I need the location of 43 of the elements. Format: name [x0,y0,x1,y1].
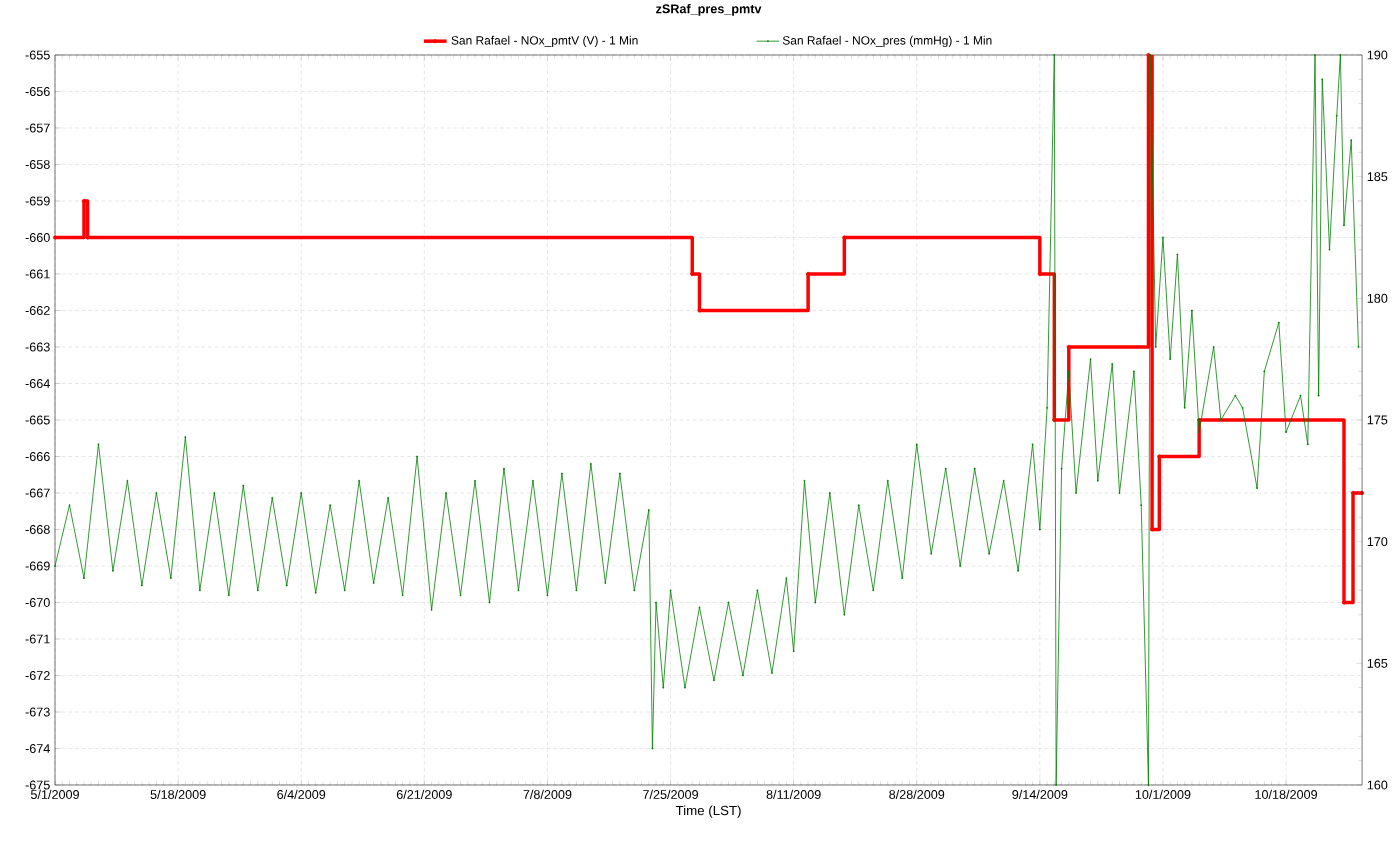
x-tick-label: 10/18/2009 [1255,789,1318,799]
y2-tick-label: 170 [1367,537,1388,547]
y-tick-label: -668 [25,525,50,534]
y-tick-label: -661 [25,269,50,279]
legend-label: San Rafael - NOx_pres (mmHg) - 1 Min [782,35,992,47]
y2-tick-label: 185 [1367,172,1388,182]
y-tick-label: -655 [25,50,50,60]
x-tick-label: 10/1/2009 [1135,789,1191,799]
y-tick-label: -660 [25,233,50,242]
y2-tick-label: 180 [1367,293,1388,303]
y-tick-label: -673 [25,707,50,717]
y-tick-label: -674 [25,744,50,753]
legend-label: San Rafael - NOx_pmtV (V) - 1 Min [451,35,638,47]
x-tick-label: 8/28/2009 [889,789,945,799]
chart-title: zSRaf_pres_pmtv [656,4,762,16]
y2-tick-label: 190 [1367,50,1388,60]
y-tick-label: -662 [25,306,50,315]
x-tick-label: 5/18/2009 [150,789,206,799]
y-tick-label: -658 [25,160,50,169]
x-tick-label: 5/1/2009 [30,789,79,799]
y-tick-label: -659 [25,196,50,206]
y-tick-label: -672 [25,671,50,680]
y2-tick-label: 175 [1367,415,1388,425]
y-tick-label: -666 [25,452,50,461]
x-tick-label: 7/8/2009 [523,789,572,799]
y-tick-label: -665 [25,415,50,425]
y-tick-label: -670 [25,598,50,607]
y-tick-label: -667 [25,488,50,498]
y2-tick-label: 160 [1367,780,1388,790]
x-tick-label: 6/21/2009 [396,789,452,799]
y-tick-label: -663 [25,342,50,352]
y2-tick-label: 165 [1367,658,1388,668]
x-tick-label: 9/14/2009 [1012,789,1068,799]
x-axis-title: Time (LST) [675,805,741,818]
y-tick-label: -669 [25,561,50,571]
y-tick-label: -664 [25,379,50,388]
y-tick-label: -657 [25,123,50,133]
y-tick-label: -671 [25,634,50,644]
x-tick-label: 7/25/2009 [643,789,698,799]
y-tick-label: -675 [25,780,50,790]
x-tick-label: 6/4/2009 [277,789,326,799]
y-tick-label: -656 [25,87,50,96]
x-tick-label: 8/11/2009 [766,789,821,799]
